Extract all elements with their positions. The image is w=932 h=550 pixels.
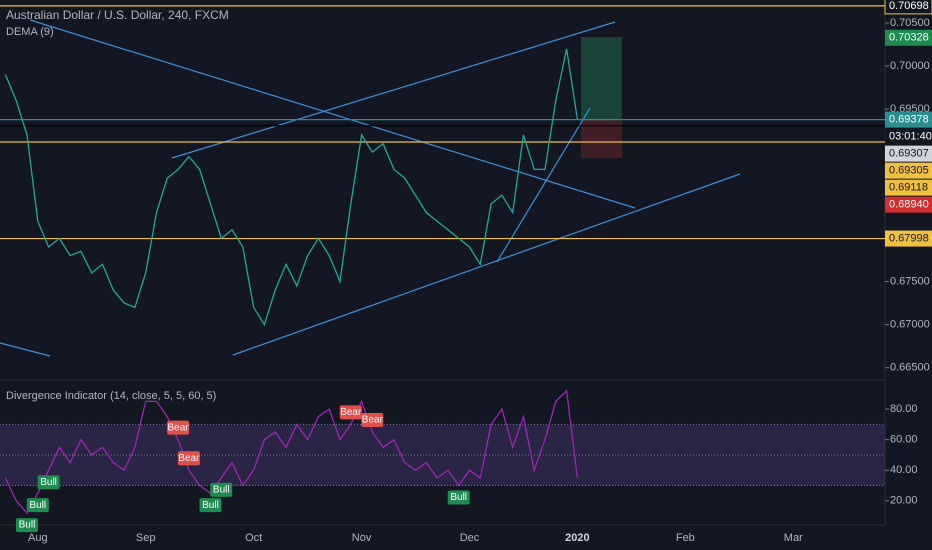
price-label: 0.70328 [889, 32, 929, 44]
series-line [4, 389, 579, 515]
signal-label: Bull [202, 500, 219, 511]
signal-label: Bear [340, 407, 362, 418]
price-label: 0.69305 [889, 165, 929, 177]
price-label: 0.69118 [889, 182, 928, 194]
signal-label: Bear [362, 415, 384, 426]
y-tick-label: 0.67500 [890, 275, 930, 287]
x-tick-label: 2020 [565, 532, 589, 544]
trendline [496, 107, 591, 263]
signal-label: Bear [178, 453, 200, 464]
signal-label: Bull [213, 485, 230, 496]
price-label-box [885, 179, 932, 196]
series-line [4, 48, 579, 327]
signal-box [26, 498, 49, 513]
y-tick-label: 60.00 [890, 434, 918, 446]
chart-title: Australian Dollar / U.S. Dollar, 240, FX… [6, 8, 229, 22]
price-label-box [885, 145, 932, 162]
signal-box [361, 413, 384, 428]
signal-label: Bull [450, 492, 467, 503]
signal-label: Bull [40, 477, 57, 488]
indicator-title: Divergence Indicator (14, close, 5, 5, 6… [6, 390, 216, 402]
trendlines [0, 19, 741, 357]
price-label: 03:01:40 [889, 131, 932, 143]
signal-box [167, 420, 190, 435]
trendline [171, 21, 616, 159]
x-tick-label: Oct [245, 532, 262, 544]
y-tick-label: 80.00 [890, 403, 918, 415]
price-label: 0.68940 [889, 199, 929, 211]
y-tick-label: 0.70500 [890, 17, 930, 29]
trendline [232, 173, 741, 356]
y-tick-label: 40.00 [890, 464, 918, 476]
price-label-box [884, 0, 932, 15]
x-tick-label: Dec [460, 532, 480, 544]
x-tick-label: Mar [784, 532, 803, 544]
trendline [0, 342, 51, 357]
signal-box [177, 451, 200, 466]
y-tick-label: 0.67000 [890, 318, 930, 330]
price-label-box [885, 111, 932, 128]
x-tick-label: Aug [28, 532, 48, 544]
price-label: 0.70698 [889, 0, 929, 12]
x-tick-label: Feb [676, 532, 695, 544]
signal-label: Bull [29, 500, 46, 511]
signal-box [447, 490, 470, 505]
y-tick-label: 0.66500 [890, 362, 930, 374]
signal-label: Bull [19, 520, 36, 531]
price-label: 0.67998 [889, 232, 929, 244]
x-tick-label: Sep [136, 532, 156, 544]
price-label-box [885, 230, 932, 247]
signal-box [210, 482, 233, 497]
signal-box [15, 518, 38, 533]
y-tick-label: 20.00 [890, 495, 918, 507]
price-label-box [885, 29, 932, 46]
signal-box [37, 475, 60, 490]
y-tick-label: 0.70000 [890, 60, 930, 72]
x-tick-label: Nov [352, 532, 372, 544]
price-label-box [885, 128, 932, 145]
price-label: 0.69307 [889, 148, 929, 160]
price-label-box [885, 196, 932, 213]
trendline [29, 19, 636, 209]
signal-box [199, 498, 222, 513]
target-zone [581, 37, 622, 120]
signal-box [339, 405, 362, 420]
signal-label: Bear [168, 422, 190, 433]
indicator-title: DEMA (9) [6, 26, 54, 38]
price-label: 0.69378 [889, 114, 929, 126]
price-label-box [885, 162, 932, 179]
